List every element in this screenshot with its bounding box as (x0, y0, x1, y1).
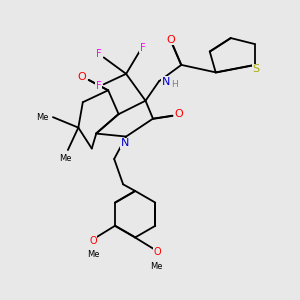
Text: O: O (175, 109, 183, 119)
Text: Me: Me (36, 113, 49, 122)
Text: O: O (167, 34, 175, 44)
Text: S: S (252, 64, 260, 74)
Text: F: F (140, 43, 145, 53)
Text: Me: Me (58, 154, 71, 164)
Text: Me: Me (151, 262, 163, 271)
Text: O: O (77, 72, 86, 82)
Text: O: O (153, 248, 161, 257)
Text: F: F (95, 81, 101, 91)
Text: N: N (162, 77, 170, 87)
Text: H: H (171, 80, 178, 89)
Text: F: F (96, 50, 102, 59)
Text: Me: Me (87, 250, 99, 259)
Text: O: O (89, 236, 97, 246)
Text: N: N (120, 138, 129, 148)
